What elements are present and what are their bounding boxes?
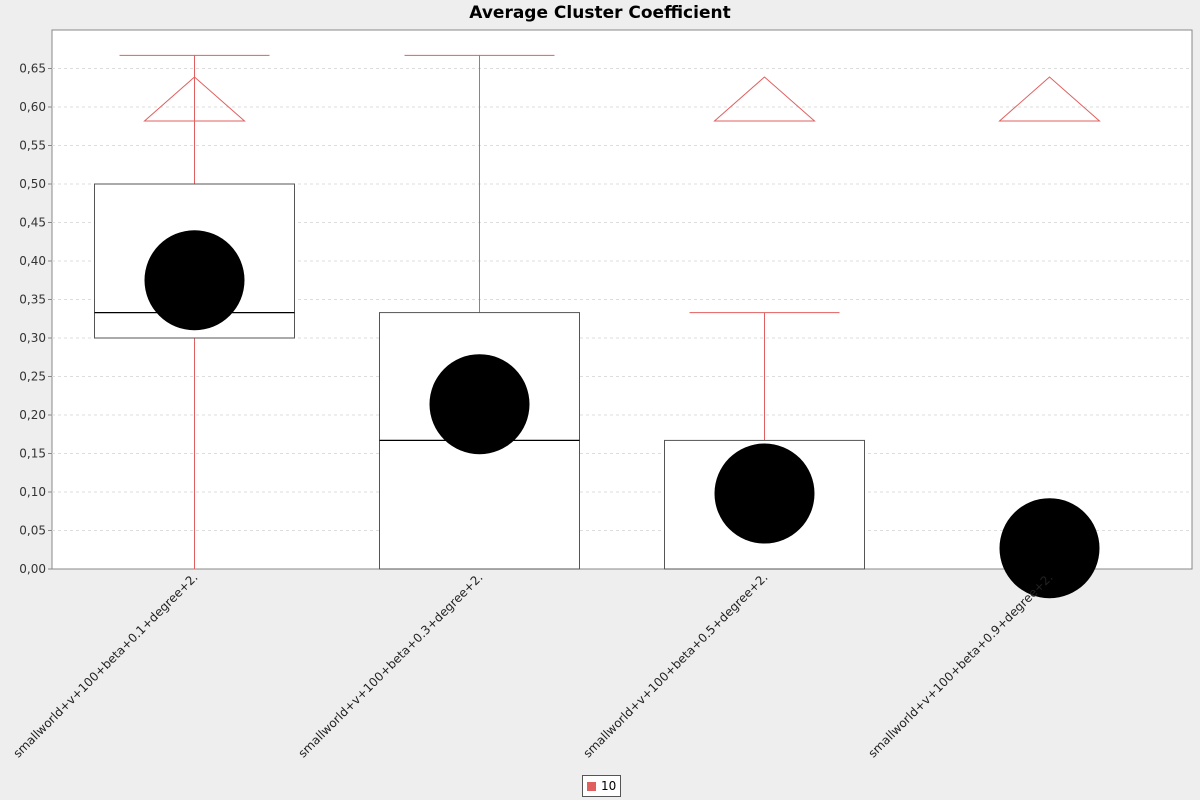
y-tick-label: 0,45 (19, 216, 46, 230)
y-tick-label: 0,35 (19, 293, 46, 307)
box-marks (94, 54, 1101, 599)
mean-circle (429, 354, 530, 455)
y-tick-label: 0,30 (19, 331, 46, 345)
y-tick-label: 0,00 (19, 562, 46, 576)
box-group-1 (94, 54, 295, 569)
outlier-triangle (998, 76, 1101, 122)
y-tick-label: 0,25 (19, 370, 46, 384)
legend-swatch (587, 781, 596, 791)
x-category-label: smallworld+v+100+beta+0.5+degree+2. (580, 570, 770, 760)
y-tick-label: 0,10 (19, 485, 46, 499)
box-group-4 (998, 76, 1101, 599)
mean-circle (714, 443, 815, 544)
y-tick-label: 0,40 (19, 254, 46, 268)
y-axis: 0,00 0,05 0,10 0,15 0,20 0,25 0,30 0,35 0,40 0,45… (19, 62, 52, 576)
box-group-3 (664, 76, 865, 570)
x-category-label: smallworld+v+100+beta+0.9+degree+2. (865, 570, 1055, 760)
y-tick-label: 0,50 (19, 177, 46, 191)
mean-circle (144, 230, 245, 331)
x-category-label: smallworld+v+100+beta+0.1+degree+2. (10, 570, 200, 760)
y-tick-label: 0,60 (19, 100, 46, 114)
outlier-triangle (713, 76, 816, 122)
box-group-2 (379, 54, 580, 570)
legend: 10 (582, 775, 622, 797)
x-category-label: smallworld+v+100+beta+0.3+degree+2. (295, 570, 485, 760)
y-tick-label: 0,55 (19, 139, 46, 153)
chart-title: Average Cluster Coefficient (469, 3, 731, 23)
grid-lines (52, 68, 1192, 531)
y-tick-label: 0,05 (19, 524, 46, 538)
y-tick-label: 0,65 (19, 62, 46, 76)
y-tick-label: 0,20 (19, 408, 46, 422)
mean-circle (999, 498, 1100, 599)
outlier-triangle (143, 76, 246, 122)
y-tick-label: 0,15 (19, 447, 46, 461)
x-axis-labels: smallworld+v+100+beta+0.1+degree+2. small… (10, 570, 1055, 760)
legend-label: 10 (601, 779, 617, 793)
